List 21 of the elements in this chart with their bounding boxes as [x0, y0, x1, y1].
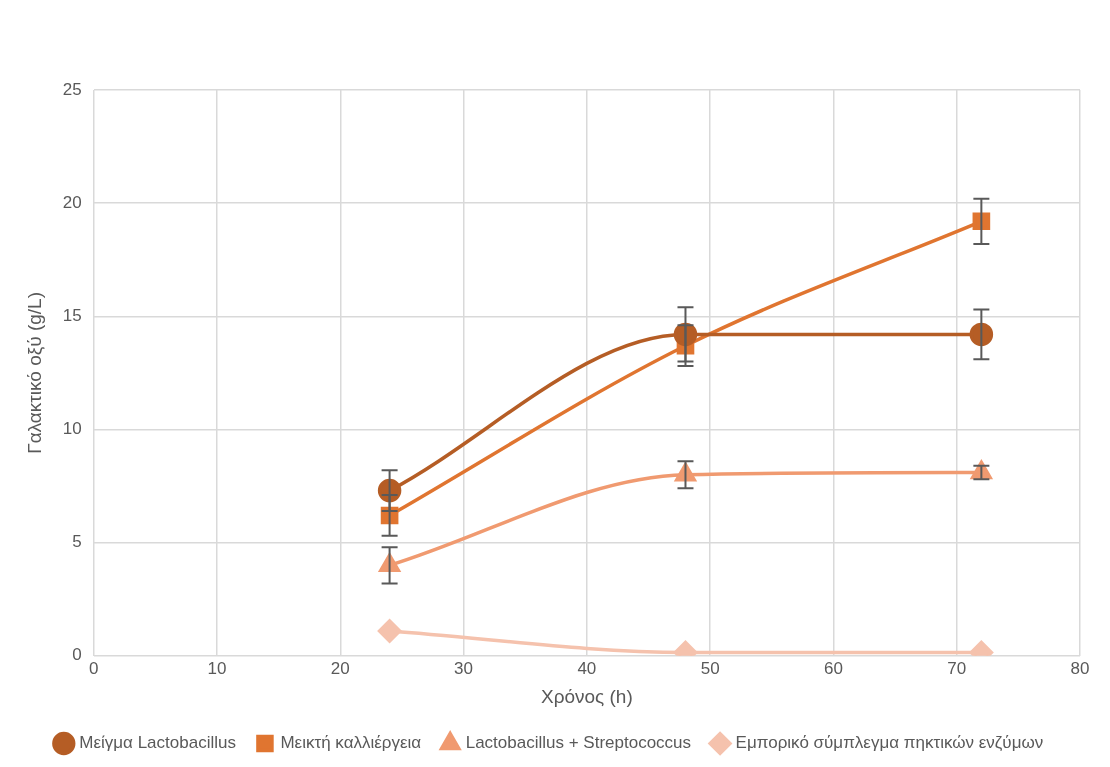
- legend-label: Μείγμα Lactobacillus: [79, 733, 236, 753]
- x-tick-label: 10: [207, 658, 227, 678]
- x-tick-label: 20: [330, 658, 350, 678]
- y-tick-label: 0: [72, 645, 82, 665]
- x-tick-label: 0: [88, 658, 99, 678]
- y-tick-label: 5: [72, 532, 82, 552]
- x-tick-label: 60: [823, 658, 843, 678]
- legend-label: Εμπορικό σύμπλεγμα πηκτικών ενζύμων: [735, 733, 1044, 753]
- y-tick-label: 25: [62, 79, 82, 99]
- x-tick-label: 40: [577, 658, 597, 678]
- y-tick-label: 20: [62, 192, 82, 212]
- legend-label: Μεικτή καλλιέργεια: [280, 733, 422, 753]
- x-tick-label: 70: [947, 658, 967, 678]
- legend-label: Lactobacillus + Streptococcus: [465, 733, 692, 753]
- y-axis-title: Γαλακτικό οξύ (g/L): [23, 292, 45, 454]
- x-tick-label: 80: [1070, 658, 1090, 678]
- x-tick-label: 30: [454, 658, 474, 678]
- x-axis-title: Χρόνος (h): [540, 685, 633, 707]
- y-tick-label: 15: [62, 306, 82, 326]
- y-tick-label: 10: [62, 419, 82, 439]
- x-tick-label: 50: [700, 658, 720, 678]
